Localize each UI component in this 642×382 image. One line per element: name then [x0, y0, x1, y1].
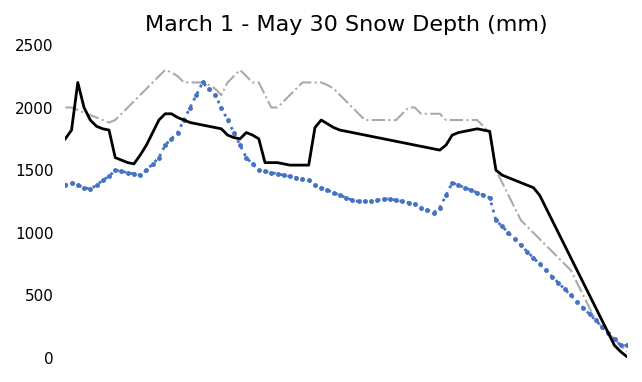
Title: March 1 - May 30 Snow Depth (mm): March 1 - May 30 Snow Depth (mm) — [145, 15, 548, 35]
